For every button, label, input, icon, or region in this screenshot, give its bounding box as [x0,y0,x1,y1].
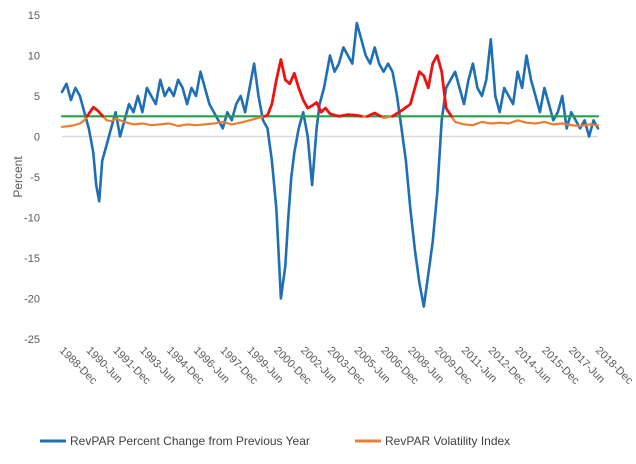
y-tick-label: -5 [30,172,40,184]
legend-item-volatility: RevPAR Volatility Index [355,434,510,448]
y-tick-label: -15 [24,253,40,265]
volatility-high-segment [391,54,453,118]
y-tick-label: 0 [34,132,40,144]
volatility-high-segment [337,113,363,118]
legend-label: RevPAR Percent Change from Previous Year [70,434,310,448]
volatility-high-segment [366,111,382,118]
y-tick-label: 5 [34,91,40,103]
y-tick-label: -25 [24,334,40,346]
series-line-revpar [60,21,600,308]
y-tick-label: 10 [28,51,40,63]
legend-item-revpar: RevPAR Percent Change from Previous Year [40,434,310,448]
legend-label: RevPAR Volatility Index [385,434,510,448]
y-tick-label: 15 [28,10,40,22]
volatility-high-segment [263,58,341,118]
y-axis-title: Percent [11,156,25,198]
volatility-high-segment [85,105,105,118]
legend: RevPAR Percent Change from Previous Year… [40,434,510,448]
y-axis: -25 -20 -15 -10 -5 0 5 10 15 [24,10,40,346]
y-tick-label: -10 [24,213,40,225]
plot-area [60,21,600,308]
y-tick-label: -20 [24,294,40,306]
x-axis: 1988-Dec1990-Jun1991-Dec1993-Jun1994-Dec… [57,345,636,388]
